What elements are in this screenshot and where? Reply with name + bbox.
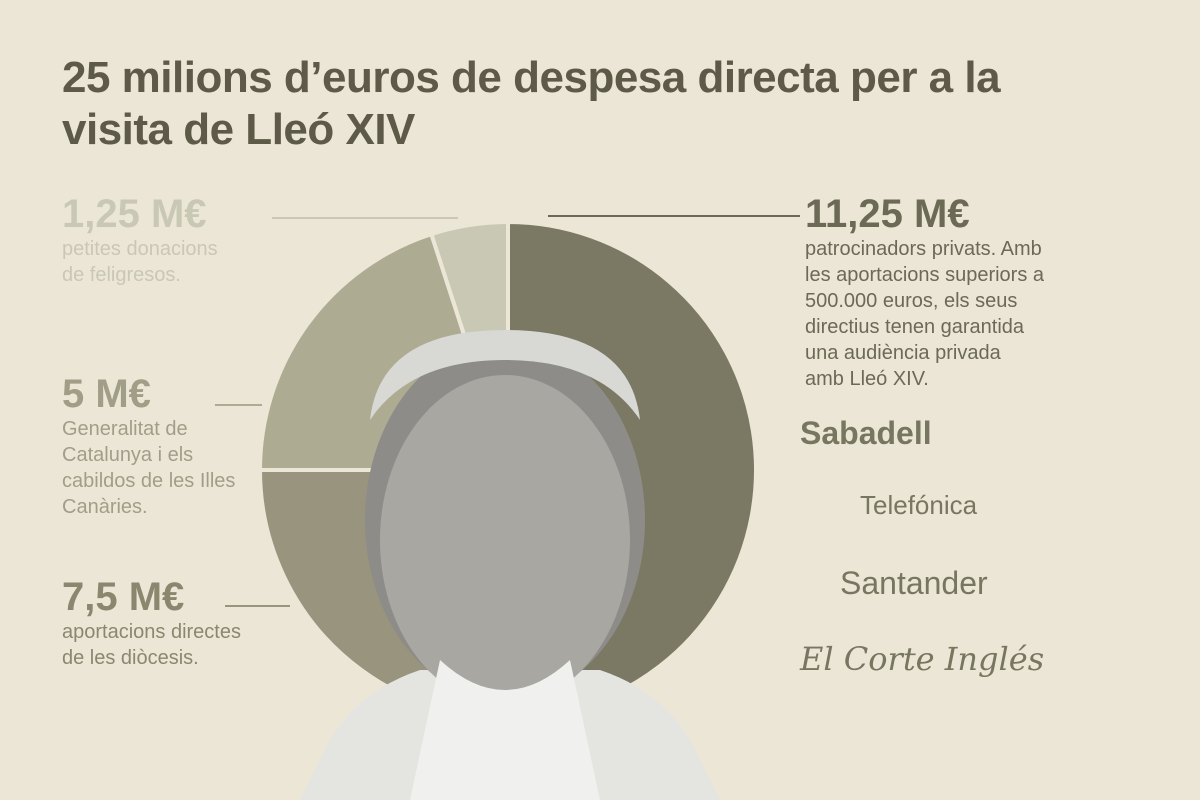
value-label: 5 M€: [62, 372, 151, 416]
slice-label: 5 M€ Generalitat de Catalunya i els cabi…: [62, 372, 242, 520]
category-label: patrocinadors privats. Amb les aportacio…: [805, 238, 1045, 390]
sponsor-logo: Telefónica: [860, 490, 978, 520]
title: 25 milions d’euros de despesa directa pe…: [62, 53, 1001, 154]
category-label: aportacions directes de les diòcesis.: [62, 621, 241, 669]
leader-lines: [215, 215, 800, 607]
slice-label: 11,25 M€ patrocinadors privats. Amb les …: [805, 192, 1045, 392]
category-label: petites donacions de feligresos.: [62, 238, 218, 286]
value-label: 7,5 M€: [62, 575, 185, 619]
sponsor-logo: El Corte Inglés: [800, 640, 1045, 678]
category-label: Generalitat de Catalunya i els cabildos …: [62, 418, 236, 518]
value-label: 11,25 M€: [805, 192, 970, 236]
sponsor-logo: Santander: [840, 565, 988, 601]
photo: [300, 330, 720, 800]
value-label: 1,25 M€: [62, 192, 207, 236]
sponsor-logo: Sabadell: [800, 415, 932, 451]
slice-label: 1,25 M€ petites donacions de feligresos.: [62, 192, 242, 288]
slice-label: 7,5 M€ aportacions directes de les diòce…: [62, 575, 242, 671]
